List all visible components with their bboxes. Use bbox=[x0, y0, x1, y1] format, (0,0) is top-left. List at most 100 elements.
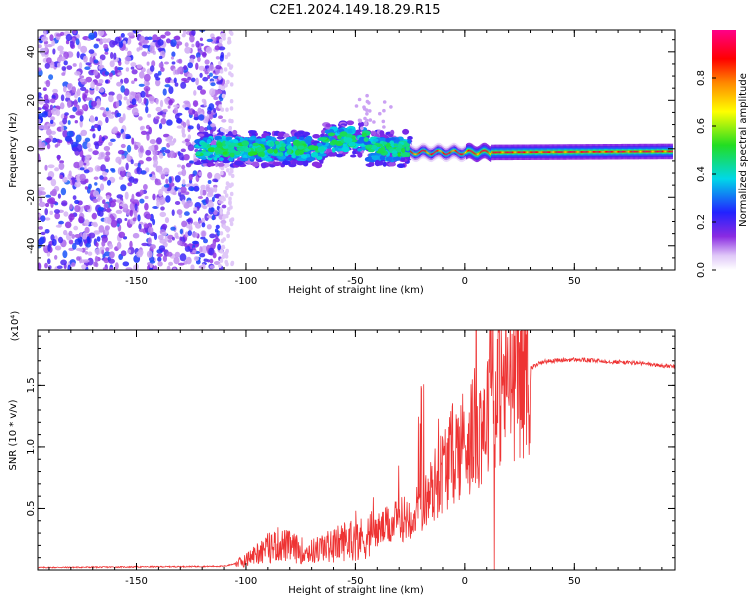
heatmap-noise-cell bbox=[134, 144, 139, 150]
heatmap-noise-cell bbox=[59, 174, 63, 179]
snr-plot-area bbox=[38, 330, 675, 570]
heatmap-noise-cell bbox=[73, 225, 79, 231]
heatmap-peak-cell bbox=[415, 153, 417, 156]
heatmap-noise-cell bbox=[43, 99, 50, 104]
heatmap-noise-cell bbox=[51, 94, 56, 100]
heatmap-noise-cell bbox=[68, 230, 73, 236]
heatmap-peak-cell bbox=[630, 150, 632, 153]
heatmap-noise-cell bbox=[120, 250, 127, 257]
x-tick-label: -150 bbox=[125, 576, 148, 587]
heatmap-noise-cell bbox=[38, 92, 42, 97]
heatmap-noise-cell bbox=[152, 150, 158, 156]
heatmap-noise-cell bbox=[184, 46, 192, 54]
heatmap-peak-cell bbox=[497, 151, 499, 154]
heatmap-peak-cell bbox=[423, 149, 425, 152]
heatmap-noise-cell bbox=[63, 211, 69, 217]
heatmap-noise-cell bbox=[120, 143, 126, 149]
heatmap-noise-cell bbox=[229, 221, 234, 227]
heatmap-noise-cell bbox=[182, 121, 187, 128]
heatmap-noise-cell bbox=[126, 135, 132, 139]
heatmap-band-cell bbox=[232, 129, 238, 136]
heatmap-noise-cell bbox=[60, 125, 64, 132]
heatmap-peak-cell bbox=[652, 150, 654, 153]
heatmap-noise-cell bbox=[197, 107, 202, 115]
heatmap-noise-cell bbox=[140, 170, 147, 175]
heatmap-noise-cell bbox=[84, 137, 91, 142]
heatmap-noise-cell bbox=[95, 242, 99, 248]
heatmap-noise-cell bbox=[49, 104, 54, 111]
heatmap-band-cell bbox=[341, 146, 350, 153]
snr-x-axis-label: Height of straight line (km) bbox=[288, 585, 424, 596]
heatmap-noise-cell bbox=[221, 119, 227, 123]
heatmap-noise-cell bbox=[147, 113, 152, 118]
heatmap-noise-cell bbox=[202, 51, 207, 58]
heatmap-noise-cell bbox=[62, 176, 68, 183]
heatmap-band-cell bbox=[229, 142, 236, 146]
heatmap-noise-cell bbox=[171, 236, 175, 241]
heatmap-peak-cell bbox=[499, 151, 502, 154]
heatmap-noise-cell bbox=[171, 61, 176, 65]
heatmap-peak-cell bbox=[647, 150, 649, 153]
heatmap-noise-cell bbox=[215, 89, 223, 95]
heatmap-noise-cell bbox=[87, 235, 91, 244]
heatmap-noise-cell bbox=[188, 174, 193, 181]
heatmap-peak-cell bbox=[539, 151, 541, 153]
heatmap-noise-cell bbox=[92, 190, 100, 197]
heatmap-peak-cell bbox=[590, 151, 592, 153]
heatmap-noise-cell bbox=[115, 100, 120, 108]
heatmap-noise-cell bbox=[163, 184, 170, 188]
heatmap-peak-cell bbox=[564, 151, 566, 153]
heatmap-band-cell bbox=[382, 161, 387, 167]
heatmap-noise-cell bbox=[174, 232, 179, 239]
heatmap-peak-cell bbox=[519, 151, 521, 154]
heatmap-noise-cell bbox=[155, 77, 161, 81]
heatmap-noise-cell bbox=[86, 142, 91, 149]
heatmap-band-cell bbox=[373, 138, 379, 142]
heatmap-noise-cell bbox=[198, 114, 205, 121]
snr-frame bbox=[37, 329, 676, 571]
heatmap-noise-cell bbox=[140, 125, 145, 130]
y-tick-label: -40 bbox=[26, 238, 37, 254]
heatmap-noise-cell bbox=[38, 226, 43, 230]
heatmap-peak-cell bbox=[657, 150, 659, 153]
heatmap-noise-cell bbox=[69, 114, 76, 119]
heatmap-noise-cell bbox=[193, 100, 198, 107]
heatmap-noise-cell bbox=[131, 69, 138, 75]
heatmap-noise-cell bbox=[168, 86, 174, 95]
heatmap-peak-cell bbox=[653, 150, 655, 153]
heatmap-noise-cell bbox=[100, 164, 106, 172]
heatmap-noise-cell bbox=[74, 120, 79, 124]
heatmap-noise-cell bbox=[159, 170, 164, 175]
heatmap-band-cell bbox=[239, 157, 249, 162]
heatmap-band-cell bbox=[217, 162, 225, 167]
heatmap-noise-cell bbox=[98, 79, 104, 84]
heatmap-peak-cell bbox=[478, 153, 480, 155]
heatmap-noise-cell bbox=[93, 69, 99, 76]
heatmap-noise-cell bbox=[357, 97, 362, 102]
heatmap-band-cell bbox=[393, 143, 398, 147]
heatmap-peak-cell bbox=[585, 151, 587, 153]
heatmap-noise-cell bbox=[168, 99, 173, 106]
heatmap-noise-cell bbox=[76, 51, 80, 59]
heatmap-noise-cell bbox=[118, 176, 124, 180]
heatmap-noise-cell bbox=[51, 238, 57, 247]
heatmap-noise-cell bbox=[93, 176, 99, 180]
heatmap-noise-cell bbox=[38, 97, 45, 105]
heatmap-noise-cell bbox=[66, 130, 74, 138]
heatmap-peak-cell bbox=[468, 149, 470, 152]
heatmap-noise-cell bbox=[176, 209, 183, 215]
heatmap-noise-cell bbox=[108, 243, 114, 250]
heatmap-peak-cell bbox=[432, 153, 434, 155]
heatmap-noise-cell bbox=[43, 103, 49, 110]
heatmap-noise-cell bbox=[76, 143, 83, 152]
heatmap-noise-cell bbox=[138, 150, 143, 159]
heatmap-peak-cell bbox=[433, 152, 435, 155]
heatmap-noise-cell bbox=[219, 69, 224, 74]
heatmap-noise-cell bbox=[122, 113, 126, 121]
heatmap-peak-cell bbox=[665, 150, 667, 153]
heatmap-peak-cell bbox=[492, 151, 494, 154]
heatmap-noise-cell bbox=[169, 150, 175, 159]
heatmap-peak-cell bbox=[494, 151, 496, 154]
heatmap-noise-cell bbox=[90, 81, 95, 90]
heatmap-noise-cell bbox=[79, 62, 83, 70]
